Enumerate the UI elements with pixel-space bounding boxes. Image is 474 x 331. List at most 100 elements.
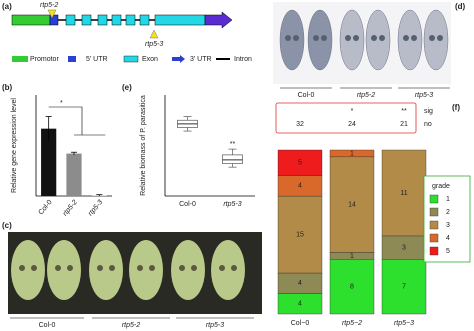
lesion xyxy=(149,265,155,271)
legend-title: grade xyxy=(432,183,450,190)
data-label: 15 xyxy=(296,231,304,238)
lesion xyxy=(429,35,435,41)
panel-label: (f) xyxy=(452,103,460,112)
group-label: rtp5-3 xyxy=(206,322,224,329)
bar-segment xyxy=(329,149,375,158)
lesion xyxy=(293,35,299,41)
utr3 xyxy=(204,11,233,29)
lesion xyxy=(411,35,417,41)
group-label: Col-0 xyxy=(298,92,315,99)
lesion xyxy=(31,265,37,271)
group-label: rtp5-2 xyxy=(357,92,375,99)
data-label: 7 xyxy=(402,284,406,291)
legend-label: 3' UTR xyxy=(190,56,212,63)
x-tick-label: rtp5−2 xyxy=(342,320,362,327)
lesion xyxy=(67,265,73,271)
legend-swatch xyxy=(429,207,439,217)
promoter xyxy=(11,14,51,26)
leaf xyxy=(397,9,423,71)
bar-segment xyxy=(277,195,323,274)
leaf xyxy=(279,9,305,71)
y-axis-label: Relative gene expression level xyxy=(11,98,18,193)
y-axis-label: Relative biomass of P. parasitica xyxy=(140,95,147,196)
bar-segment xyxy=(381,259,427,315)
x-tick-label: Col-0 xyxy=(37,199,53,216)
group-label: Col-0 xyxy=(39,322,56,329)
row-label: no xyxy=(424,121,432,128)
bar-segment xyxy=(381,149,427,237)
legend-label: 3 xyxy=(446,222,450,229)
box xyxy=(222,154,243,164)
panel-label: (b) xyxy=(2,83,13,92)
count: 24 xyxy=(348,121,356,128)
leaf xyxy=(211,240,245,300)
lesion xyxy=(179,265,185,271)
exon xyxy=(65,14,76,26)
x-tick-label: Col−0 xyxy=(291,320,310,327)
sig-value: ** xyxy=(401,108,407,115)
legend-swatch xyxy=(123,55,139,63)
insertion xyxy=(47,9,57,19)
panel-label: (d) xyxy=(455,2,466,11)
count: 32 xyxy=(296,121,304,128)
leaf xyxy=(339,9,365,71)
lesion xyxy=(437,35,443,41)
bar-segment xyxy=(329,156,375,253)
exon xyxy=(139,14,150,26)
exon xyxy=(81,14,92,26)
legend-label: 1 xyxy=(446,196,450,203)
data-label: 1 xyxy=(350,253,354,260)
exon xyxy=(111,14,122,26)
sig-box xyxy=(275,102,417,134)
lesion xyxy=(313,35,319,41)
legend-swatch xyxy=(68,56,76,62)
bar xyxy=(66,153,82,196)
lesion xyxy=(97,265,103,271)
legend-swatch xyxy=(12,56,28,62)
lesion xyxy=(137,265,143,271)
leaf xyxy=(307,9,333,71)
data-label: 4 xyxy=(298,301,302,308)
exon xyxy=(154,14,206,26)
lesion xyxy=(353,35,359,41)
significance: * xyxy=(60,100,63,107)
panel-label: (a) xyxy=(2,2,12,11)
lesion xyxy=(379,35,385,41)
x-tick-label: rtp5−3 xyxy=(394,320,414,327)
lesion xyxy=(219,265,225,271)
count: 21 xyxy=(400,121,408,128)
legend-label: 5' UTR xyxy=(86,56,108,63)
legend-label: 4 xyxy=(446,235,450,242)
legend-label: Promotor xyxy=(30,56,59,63)
bar-segment xyxy=(329,259,375,315)
legend-box xyxy=(423,175,471,263)
significance-bracket xyxy=(48,106,106,136)
leaf xyxy=(11,240,45,300)
significance: ** xyxy=(230,141,236,148)
leaf xyxy=(129,240,163,300)
x-tick-label: rtp5-3 xyxy=(223,201,241,208)
group-label: rtp5-3 xyxy=(415,92,433,99)
lesion xyxy=(285,35,291,41)
lesion xyxy=(345,35,351,41)
legend-swatch xyxy=(172,55,185,63)
data-label: 14 xyxy=(348,202,356,209)
lesion xyxy=(109,265,115,271)
legend-swatch xyxy=(429,194,439,204)
mutant-label: rtp5-2 xyxy=(40,2,58,9)
exon xyxy=(97,14,108,26)
panel-label: (c) xyxy=(2,221,12,230)
leaf xyxy=(365,9,391,71)
lesion xyxy=(371,35,377,41)
data-label: 5 xyxy=(298,160,302,167)
x-tick-label: Col-0 xyxy=(179,201,196,208)
bar xyxy=(41,128,57,196)
legend-label: 2 xyxy=(446,209,450,216)
legend-label: Intron xyxy=(234,56,252,63)
legend-swatch xyxy=(429,246,439,256)
leaf xyxy=(47,240,81,300)
x-tick-label: rtp5-2 xyxy=(62,199,79,218)
utr5 xyxy=(49,14,59,26)
mutant-label: rtp5-3 xyxy=(145,41,163,48)
